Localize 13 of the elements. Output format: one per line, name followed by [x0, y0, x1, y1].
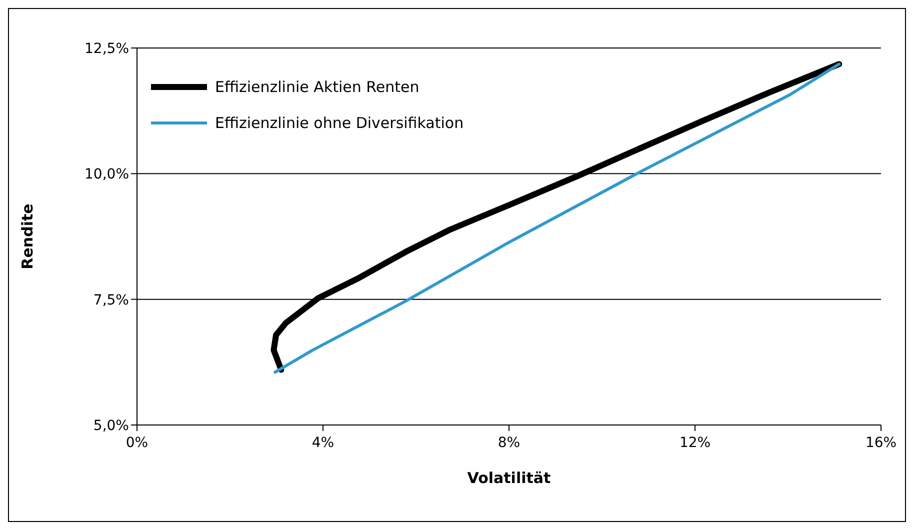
x-tick-label: 16% — [865, 434, 897, 451]
y-tick-label: 10,0% — [84, 166, 129, 183]
x-tick-label: 4% — [312, 434, 334, 451]
y-tick-label: 5,0% — [93, 418, 129, 434]
y-tick-label: 12,5% — [84, 40, 129, 57]
x-tick-label: 8% — [498, 434, 520, 451]
y-axis-title: Rendite — [18, 204, 36, 270]
legend-label: Effizienzlinie ohne Diversifikation — [215, 114, 464, 132]
x-axis-title: Volatilität — [467, 469, 551, 487]
x-tick-label: 0% — [126, 434, 148, 451]
y-tick-label: 7,5% — [93, 292, 129, 308]
legend-label: Effizienzlinie Aktien Renten — [215, 78, 420, 96]
x-tick-label: 12% — [679, 434, 711, 451]
